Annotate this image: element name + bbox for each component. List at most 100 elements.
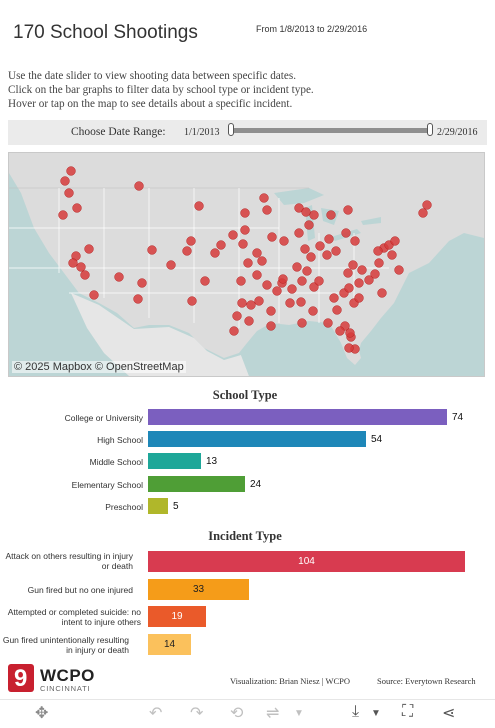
incident-marker[interactable] <box>390 236 400 246</box>
incident-marker[interactable] <box>272 286 282 296</box>
incident-marker[interactable] <box>216 240 226 250</box>
incident-marker[interactable] <box>254 296 264 306</box>
incident-marker[interactable] <box>60 176 70 186</box>
incident-marker[interactable] <box>182 246 192 256</box>
incident-marker[interactable] <box>315 241 325 251</box>
fullscreen-icon[interactable]: ⛶ <box>402 703 414 720</box>
revert-icon[interactable]: ⟲ <box>230 705 244 722</box>
incident-marker[interactable] <box>266 306 276 316</box>
incident-marker[interactable] <box>343 268 353 278</box>
incident-marker[interactable] <box>186 236 196 246</box>
incident-marker[interactable] <box>114 272 124 282</box>
incident-marker[interactable] <box>147 245 157 255</box>
incident-marker[interactable] <box>296 297 306 307</box>
incident-marker[interactable] <box>357 265 367 275</box>
incident-marker[interactable] <box>297 276 307 286</box>
incident-marker[interactable] <box>137 278 147 288</box>
incident-marker[interactable] <box>200 276 210 286</box>
incident-marker[interactable] <box>266 321 276 331</box>
incident-marker[interactable] <box>89 290 99 300</box>
undo-icon[interactable]: ↶ <box>149 705 163 722</box>
incident-marker[interactable] <box>229 326 239 336</box>
school-type-bar-elementary[interactable] <box>148 476 245 492</box>
incident-marker[interactable] <box>84 244 94 254</box>
move-icon[interactable]: ✥ <box>35 705 49 722</box>
incident-marker[interactable] <box>134 181 144 191</box>
incident-marker[interactable] <box>308 306 318 316</box>
incident-marker[interactable] <box>301 207 311 217</box>
incident-marker[interactable] <box>323 318 333 328</box>
incident-marker[interactable] <box>344 283 354 293</box>
incident-marker[interactable] <box>422 200 432 210</box>
redo-icon[interactable]: ↷ <box>190 705 204 722</box>
incident-markers[interactable] <box>58 166 432 354</box>
incident-marker[interactable] <box>210 248 220 258</box>
school-type-bar-middle[interactable] <box>148 453 201 469</box>
incident-marker[interactable] <box>297 318 307 328</box>
refresh-icon[interactable]: ⇌ <box>266 705 280 722</box>
incident-marker[interactable] <box>300 244 310 254</box>
incident-marker[interactable] <box>187 296 197 306</box>
incident-marker[interactable] <box>373 246 383 256</box>
incident-marker[interactable] <box>332 305 342 315</box>
incident-marker[interactable] <box>228 230 238 240</box>
incident-type-bar-no-injury[interactable]: 33 <box>148 579 249 600</box>
incident-marker[interactable] <box>306 252 316 262</box>
slider-start-handle[interactable] <box>228 123 234 136</box>
incident-marker[interactable] <box>387 250 397 260</box>
incident-marker[interactable] <box>350 236 360 246</box>
incident-marker[interactable] <box>348 260 358 270</box>
incident-marker[interactable] <box>259 193 269 203</box>
incident-marker[interactable] <box>343 205 353 215</box>
refresh-dropdown-icon[interactable]: ▼ <box>294 708 304 719</box>
incident-marker[interactable] <box>326 210 336 220</box>
incident-marker[interactable] <box>374 258 384 268</box>
incident-marker[interactable] <box>354 293 364 303</box>
incident-marker[interactable] <box>133 294 143 304</box>
incident-marker[interactable] <box>285 298 295 308</box>
incident-marker[interactable] <box>232 311 242 321</box>
incident-marker[interactable] <box>76 262 86 272</box>
incident-marker[interactable] <box>262 205 272 215</box>
date-slider-track[interactable] <box>231 128 431 133</box>
incident-marker[interactable] <box>64 188 74 198</box>
incident-marker[interactable] <box>329 293 339 303</box>
incident-marker[interactable] <box>246 300 256 310</box>
incident-marker[interactable] <box>194 201 204 211</box>
incident-marker[interactable] <box>237 298 247 308</box>
incident-marker[interactable] <box>341 228 351 238</box>
incident-marker[interactable] <box>294 228 304 238</box>
incident-marker[interactable] <box>322 250 332 260</box>
incident-type-bar-unintentional[interactable]: 14 <box>148 634 191 655</box>
incident-type-bar-suicide[interactable]: 19 <box>148 606 206 627</box>
incident-marker[interactable] <box>267 232 277 242</box>
school-type-bar-high[interactable] <box>148 431 366 447</box>
incident-marker[interactable] <box>236 276 246 286</box>
incident-marker[interactable] <box>262 280 272 290</box>
incident-marker[interactable] <box>324 234 334 244</box>
incident-marker[interactable] <box>166 260 176 270</box>
incident-marker[interactable] <box>66 166 76 176</box>
incident-marker[interactable] <box>80 270 90 280</box>
incident-marker[interactable] <box>243 258 253 268</box>
incident-marker[interactable] <box>257 256 267 266</box>
incident-marker[interactable] <box>304 220 314 230</box>
download-icon[interactable]: ⤓ <box>352 703 360 720</box>
incident-marker[interactable] <box>314 276 324 286</box>
incident-marker[interactable] <box>335 326 345 336</box>
map-attribution[interactable]: © 2025 Mapbox © OpenStreetMap <box>12 361 186 373</box>
incident-marker[interactable] <box>394 265 404 275</box>
incident-marker[interactable] <box>68 258 78 268</box>
incident-marker[interactable] <box>278 274 288 284</box>
incident-marker[interactable] <box>309 210 319 220</box>
incident-marker[interactable] <box>370 269 380 279</box>
incident-marker[interactable] <box>58 210 68 220</box>
school-type-bar-college[interactable] <box>148 409 447 425</box>
incident-marker[interactable] <box>72 203 82 213</box>
incident-marker[interactable] <box>302 266 312 276</box>
incident-marker[interactable] <box>252 248 262 258</box>
incident-marker[interactable] <box>331 246 341 256</box>
incident-marker[interactable] <box>354 278 364 288</box>
incident-marker[interactable] <box>238 239 248 249</box>
incident-marker[interactable] <box>292 262 302 272</box>
